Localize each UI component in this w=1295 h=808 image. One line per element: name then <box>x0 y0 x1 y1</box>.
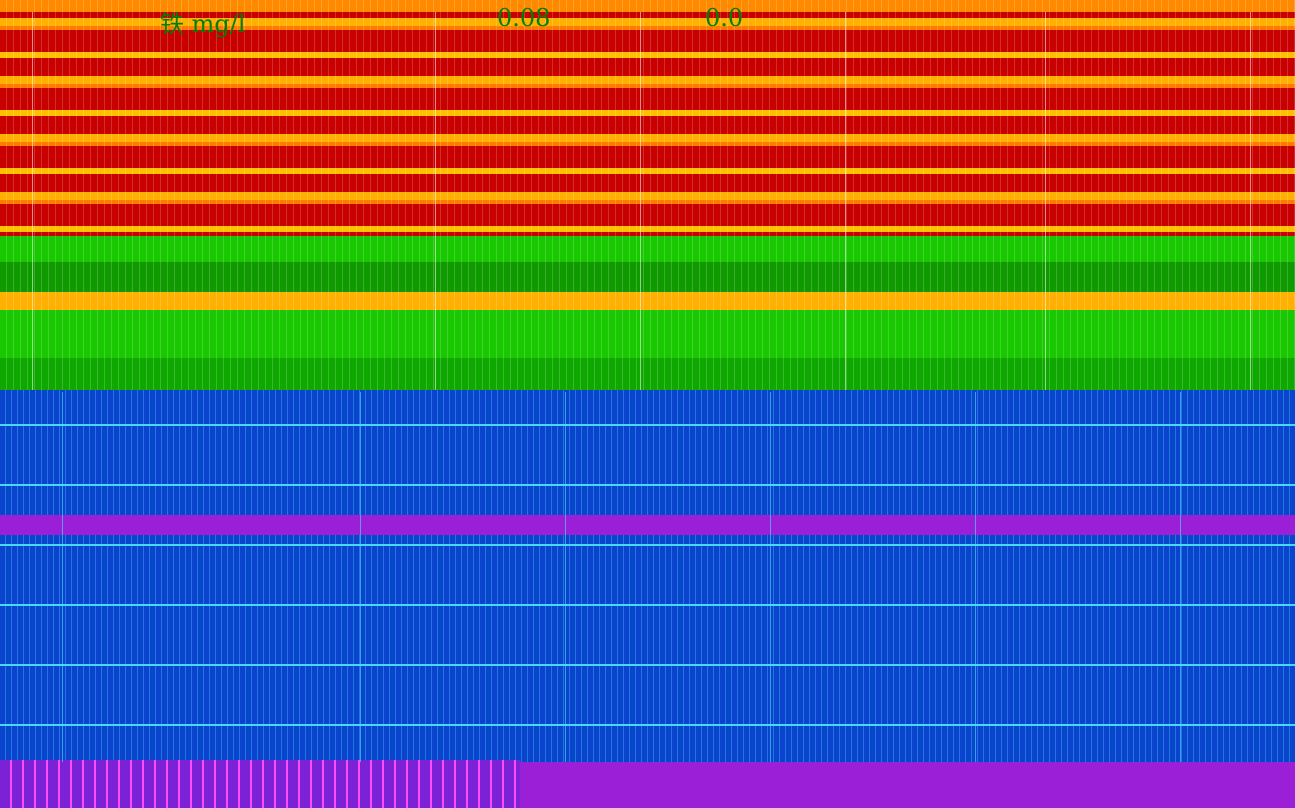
cool-gridline <box>360 392 361 762</box>
purple-band <box>0 515 1295 535</box>
warm-gridline <box>640 12 641 390</box>
top-orange-bar <box>0 0 1295 12</box>
warm-noise-overlay <box>0 0 1295 390</box>
green-band-3 <box>0 310 1295 358</box>
warm-region: 铁 mg/l 0.08 0.0 <box>0 0 1295 390</box>
yellow-band <box>0 292 1295 310</box>
green-band-2 <box>0 262 1295 292</box>
warm-gridline <box>435 12 436 390</box>
top-value-2: 0.0 <box>705 4 744 32</box>
cool-gridline <box>770 392 771 762</box>
green-band-1 <box>0 236 1295 262</box>
warm-gridline <box>1045 12 1046 390</box>
magenta-band <box>0 760 520 808</box>
top-value-1: 0.08 <box>497 4 551 32</box>
cool-gridline <box>975 392 976 762</box>
warm-gridline <box>845 12 846 390</box>
cool-gridline <box>565 392 566 762</box>
warm-gridline <box>32 12 33 390</box>
cool-gridline <box>1180 392 1181 762</box>
cool-noise-overlay <box>0 390 1295 808</box>
cool-gridline <box>62 392 63 762</box>
cool-region <box>0 390 1295 808</box>
top-left-label: 铁 mg/l <box>160 10 246 38</box>
warm-gridline <box>1250 12 1251 390</box>
green-band-4 <box>0 358 1295 390</box>
purple-band-2 <box>520 762 1295 808</box>
